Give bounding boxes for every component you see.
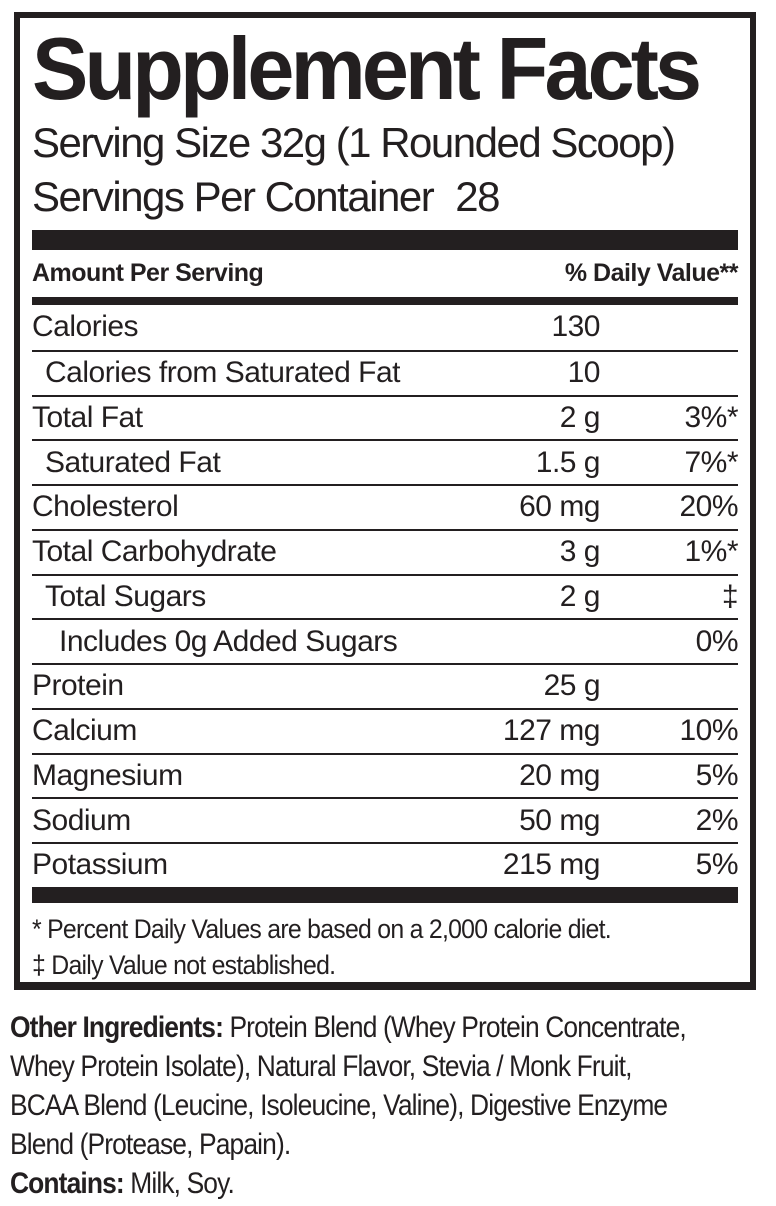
nutrient-amount: 2 g — [559, 400, 601, 434]
nutrient-amount: 2 g — [559, 579, 601, 613]
ingredients-line: BCAA Blend (Leucine, Isoleucine, Valine)… — [10, 1089, 668, 1122]
nutrient-amount: 130 — [551, 310, 600, 344]
nutrient-name: Calories from Saturated Fat — [45, 356, 400, 390]
nutrient-dv: 7%* — [684, 445, 738, 479]
ingredients-line: Whey Protein Isolate), Natural Flavor, S… — [10, 1050, 632, 1083]
nutrient-name: Potassium — [32, 848, 168, 882]
nutrient-name: Total Sugars — [45, 579, 206, 613]
nutrient-dv: 1%* — [684, 535, 738, 569]
amount-per-serving-header: Amount Per Serving — [32, 259, 264, 287]
divider-bar-bottom — [32, 886, 738, 903]
nutrient-amount: 25 g — [543, 669, 601, 703]
servings-per-container: Servings Per Container 28 — [32, 173, 500, 220]
footnotes: * Percent Daily Values are based on a 2,… — [32, 903, 738, 983]
footnote-dv-not-established: ‡ Daily Value not established. — [32, 949, 336, 980]
panel-title: Supplement Facts — [32, 19, 702, 118]
contains-line: Contains: Milk, Soy. — [10, 1167, 235, 1200]
contains-label: Contains: — [10, 1167, 125, 1200]
nutrient-dv: 2% — [695, 803, 739, 837]
daily-value-header: % Daily Value** — [564, 259, 739, 287]
nutrient-amount: 3 g — [559, 535, 601, 569]
nutrient-table: Calories 130 Calories from Saturated Fat… — [32, 305, 739, 887]
nutrient-amount: 1.5 g — [535, 445, 601, 479]
nutrient-dv: ‡ — [721, 579, 739, 613]
nutrient-name: Includes 0g Added Sugars — [59, 624, 398, 658]
table-row: Protein 25 g — [32, 663, 738, 708]
table-row: Total Carbohydrate 3 g 1%* — [32, 528, 738, 574]
nutrient-name: Magnesium — [32, 758, 183, 792]
nutrient-amount: 20 mg — [519, 758, 600, 792]
column-header-row: Amount Per Serving % Daily Value** — [32, 250, 739, 297]
table-row: Sodium 50 mg 2% — [32, 797, 739, 842]
nutrient-name: Calories — [32, 310, 139, 344]
ingredients-line: Blend (Protease, Papain). — [10, 1128, 291, 1161]
nutrient-amount: 127 mg — [502, 714, 601, 748]
table-row: Saturated Fat 1.5 g 7%* — [32, 439, 738, 484]
divider-bar-header — [32, 297, 738, 305]
nutrient-dv: 5% — [695, 758, 739, 792]
nutrient-amount: 50 mg — [519, 803, 600, 837]
ingredients-line: Other Ingredients: Protein Blend (Whey P… — [10, 1011, 687, 1044]
nutrient-name: Calcium — [32, 714, 137, 748]
table-row: Total Fat 2 g 3%* — [32, 394, 738, 440]
nutrient-name: Sodium — [32, 803, 131, 837]
nutrient-name: Total Fat — [32, 400, 143, 434]
table-row: Calories from Saturated Fat 10 — [32, 349, 738, 395]
nutrient-amount: 60 mg — [519, 490, 600, 524]
table-row: Potassium 215 mg 5% — [32, 842, 739, 887]
other-ingredients-section: Other Ingredients: Protein Blend (Whey P… — [10, 1008, 774, 1203]
servings-count: 28 — [455, 173, 500, 220]
nutrient-name: Saturated Fat — [45, 445, 221, 479]
footnote-daily-values: * Percent Daily Values are based on a 2,… — [32, 913, 612, 944]
other-ingredients-label: Other Ingredients: — [10, 1011, 224, 1044]
nutrient-name: Protein — [32, 669, 124, 703]
nutrient-name: Total Carbohydrate — [32, 535, 277, 569]
nutrient-dv: 5% — [695, 848, 739, 882]
nutrient-amount: 10 — [567, 356, 601, 390]
nutrient-amount: 215 mg — [502, 848, 601, 882]
table-row: Includes 0g Added Sugars 0% — [32, 618, 739, 663]
nutrient-dv: 3%* — [684, 400, 738, 434]
table-row: Calories 130 — [32, 305, 738, 350]
nutrient-dv: 10% — [679, 714, 738, 748]
divider-bar-top — [32, 230, 738, 250]
table-row: Cholesterol 60 mg 20% — [32, 484, 738, 529]
table-row: Calcium 127 mg 10% — [32, 707, 738, 753]
nutrient-name: Cholesterol — [32, 490, 179, 524]
nutrient-dv: 0% — [695, 624, 739, 658]
table-row: Magnesium 20 mg 5% — [32, 752, 739, 798]
serving-size: Serving Size 32g (1 Rounded Scoop) — [32, 119, 676, 166]
table-row: Total Sugars 2 g ‡ — [32, 573, 739, 619]
nutrient-dv: 20% — [679, 490, 738, 524]
supplement-facts-panel: Supplement Facts Serving Size 32g (1 Rou… — [14, 12, 756, 990]
